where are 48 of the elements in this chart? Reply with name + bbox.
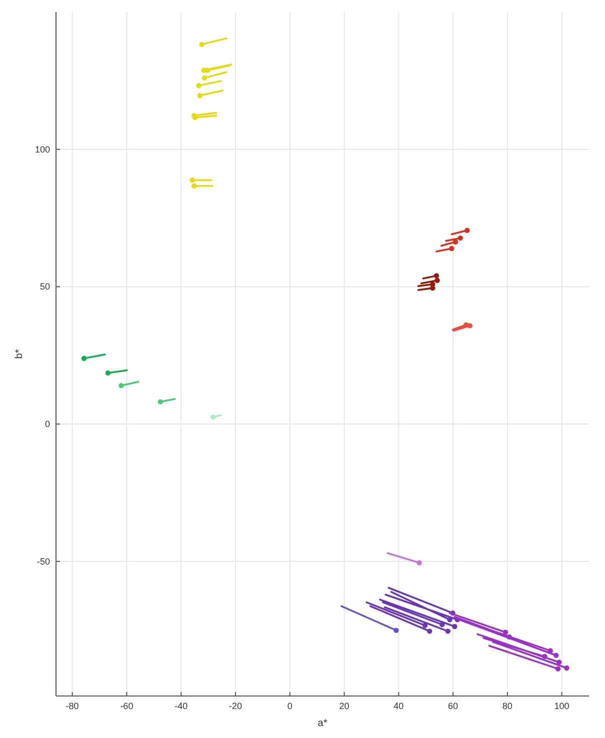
- point: [445, 628, 450, 634]
- x-tick-label: 80: [502, 701, 512, 711]
- point: [81, 356, 87, 361]
- y-tick-label: -50: [36, 556, 50, 566]
- point: [434, 273, 440, 278]
- point: [458, 235, 463, 241]
- point: [447, 617, 452, 622]
- point: [452, 624, 458, 630]
- x-tick-label: -60: [120, 701, 134, 711]
- point: [427, 628, 432, 634]
- point: [197, 92, 202, 98]
- point: [202, 75, 208, 81]
- point: [196, 83, 202, 88]
- point: [464, 228, 470, 233]
- point: [452, 239, 458, 245]
- point: [192, 183, 197, 188]
- x-tick-label: -80: [66, 701, 79, 711]
- point: [564, 665, 570, 671]
- point: [434, 278, 440, 283]
- point: [210, 414, 216, 420]
- y-tick-label: 50: [40, 282, 50, 292]
- point: [556, 660, 562, 665]
- point: [118, 382, 124, 388]
- y-tick-label: 100: [34, 144, 50, 154]
- x-tick-label: 0: [287, 701, 292, 711]
- point: [555, 666, 561, 672]
- y-axis-title: b*: [14, 349, 25, 359]
- y-tick-label: 0: [44, 419, 50, 430]
- point: [394, 628, 399, 633]
- point: [105, 370, 111, 376]
- point: [158, 399, 164, 404]
- point: [190, 178, 195, 183]
- x-tick-label: 60: [448, 701, 458, 711]
- x-tick-label: 100: [554, 701, 570, 711]
- x-tick-label: 20: [339, 701, 350, 711]
- point: [449, 246, 454, 252]
- point: [542, 654, 548, 660]
- x-tick-label: -20: [228, 701, 242, 711]
- point: [502, 630, 508, 635]
- point: [422, 622, 428, 628]
- point: [553, 652, 559, 658]
- x-tick-label: -40: [174, 701, 188, 711]
- x-axis-title: a*: [318, 718, 328, 729]
- point: [416, 560, 422, 566]
- point: [199, 42, 204, 48]
- point: [548, 648, 553, 654]
- point: [506, 634, 512, 640]
- x-tick-label: 40: [394, 701, 404, 711]
